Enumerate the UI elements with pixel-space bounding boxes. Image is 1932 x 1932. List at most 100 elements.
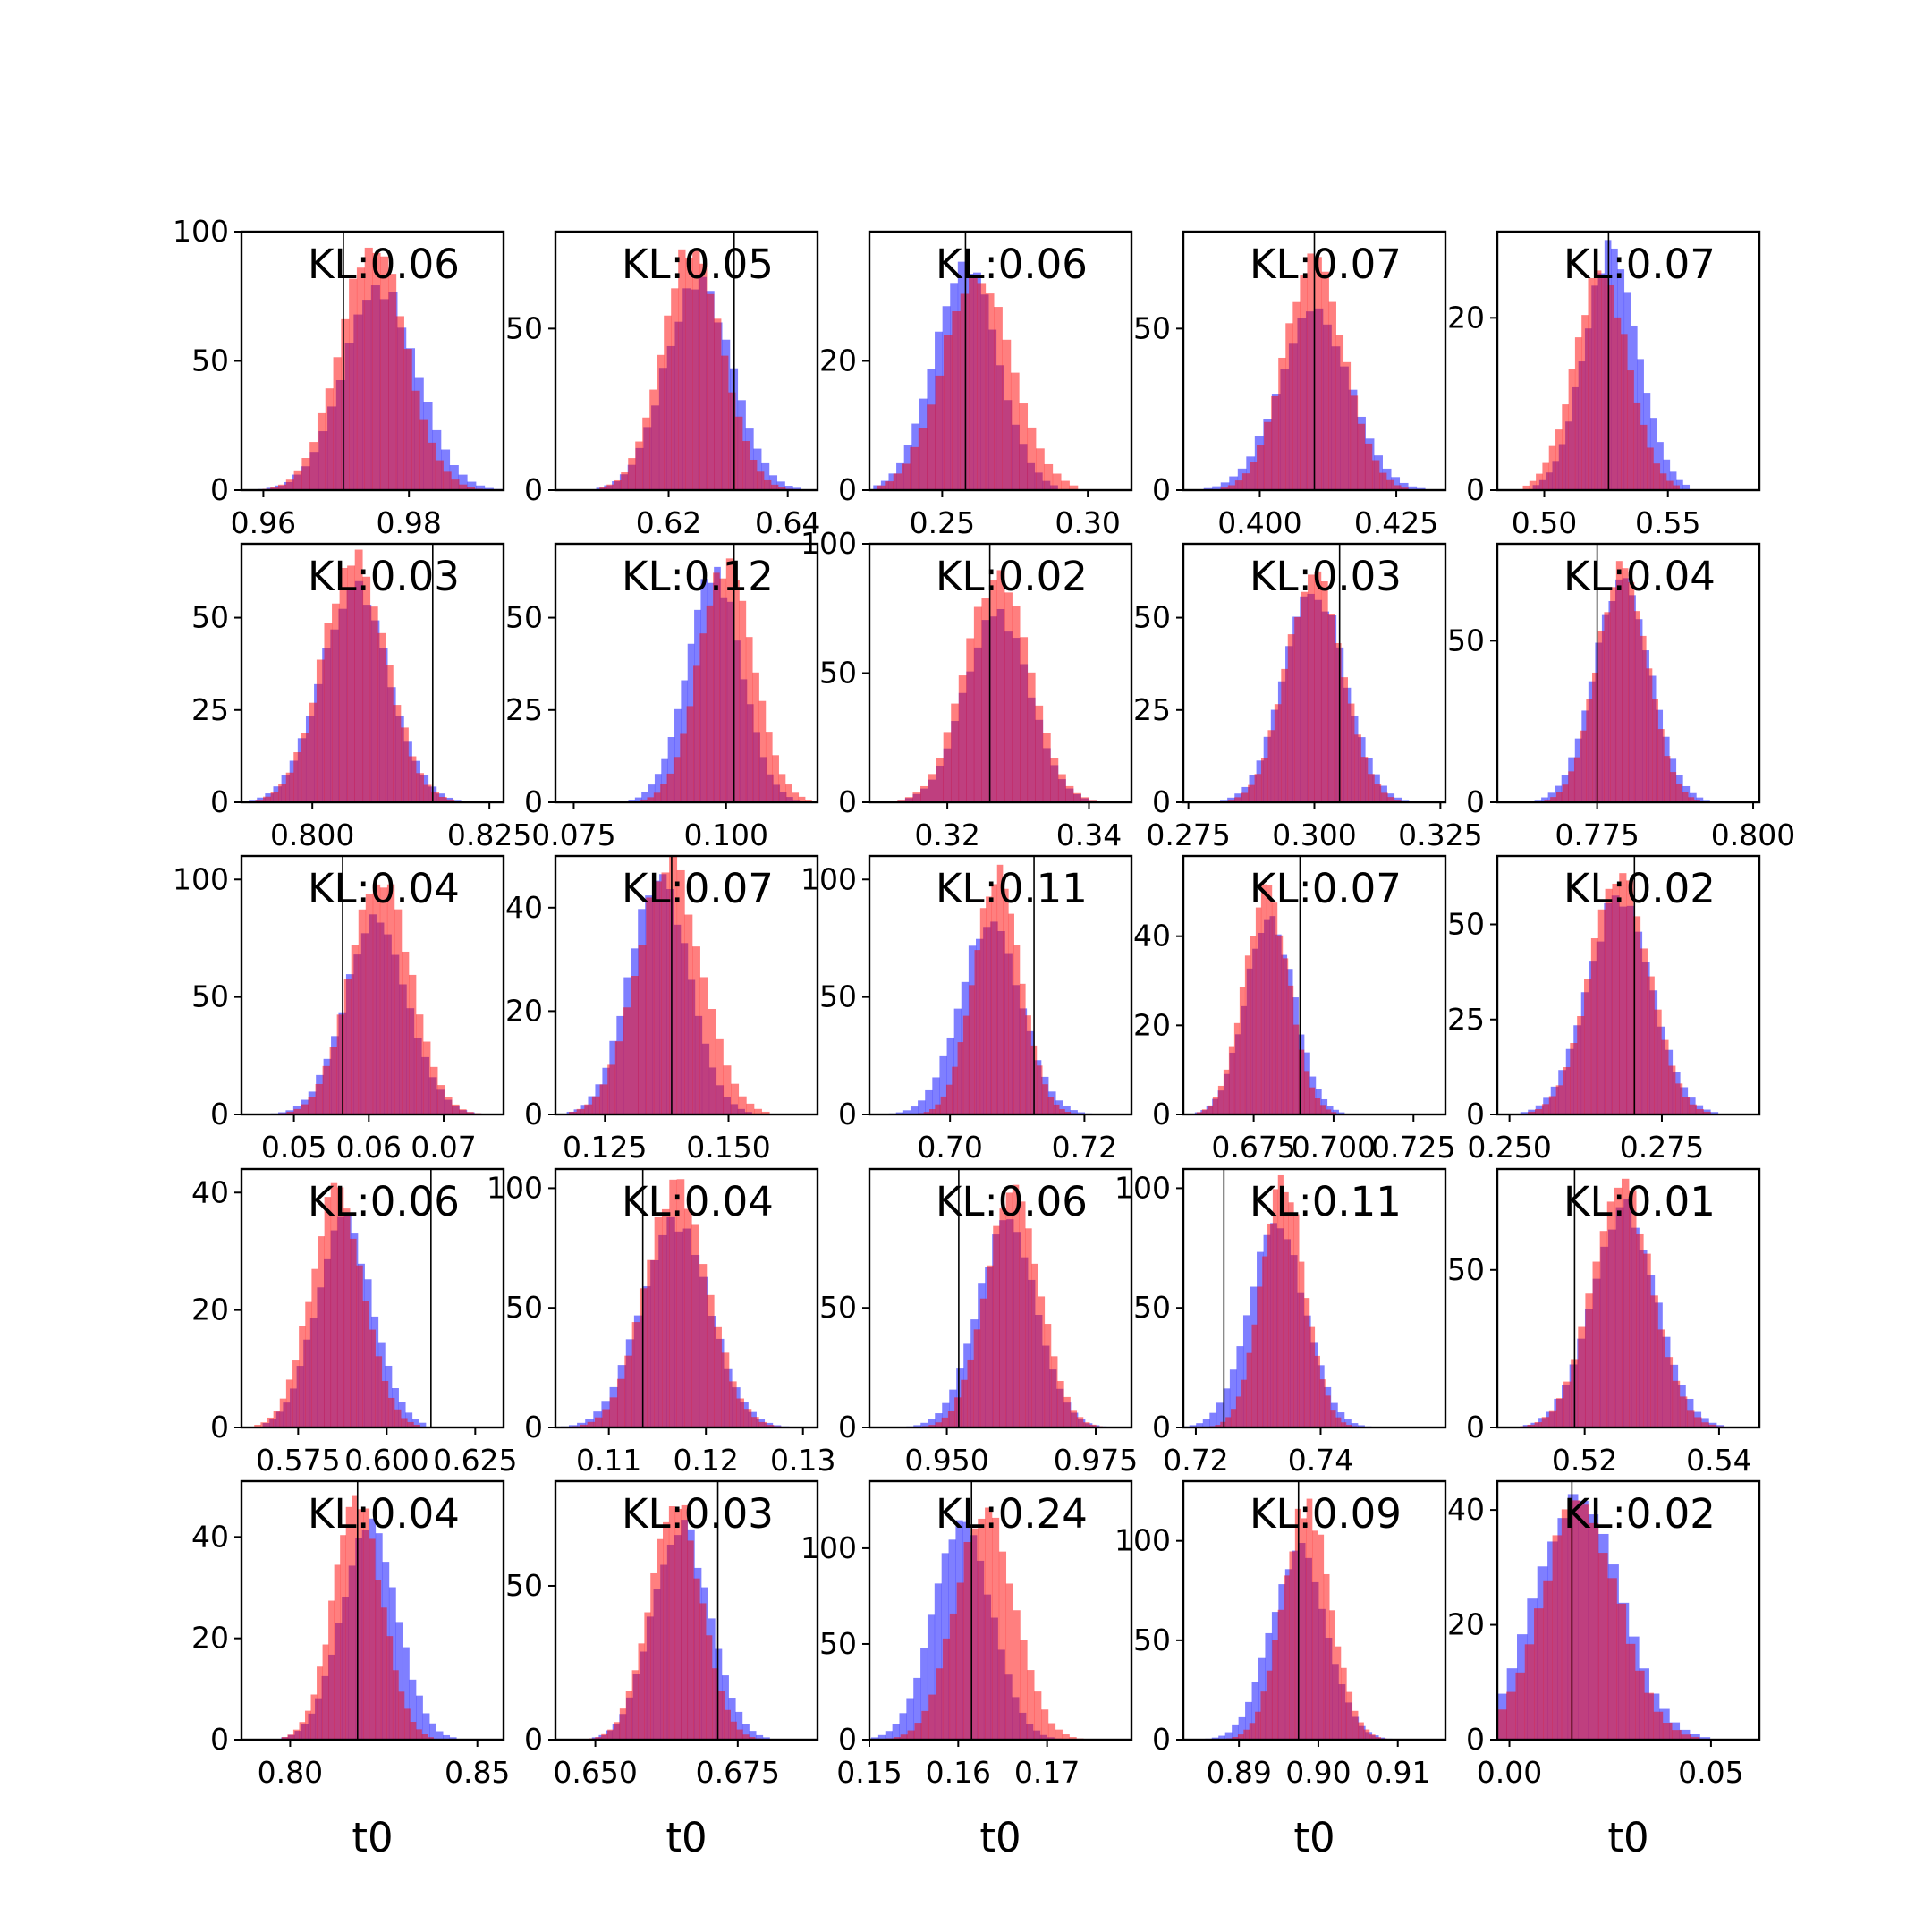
histogram-bar (1351, 1423, 1359, 1428)
histogram-bar (1284, 1575, 1290, 1740)
histogram-bar (301, 458, 310, 490)
histogram-bar (1314, 1098, 1321, 1114)
histogram-bar (1668, 1065, 1676, 1114)
histogram-bar (1287, 985, 1294, 1114)
histogram-bar (1550, 797, 1557, 802)
histogram-bar (893, 473, 902, 490)
histogram-bar (1528, 1111, 1536, 1114)
subplot-r1-c0: 0 25 50 0.800 0.825 KL:0.03 (191, 542, 531, 852)
histogram-bar (625, 1690, 632, 1740)
histogram-bar (730, 1721, 737, 1740)
histogram-bar (1227, 485, 1236, 490)
xtick-label: 0.13 (770, 1443, 835, 1478)
histogram-bar (721, 1352, 730, 1428)
histogram-bar (356, 1265, 363, 1428)
histogram-bar (1340, 1667, 1347, 1740)
histogram-bar (1070, 1110, 1078, 1114)
histogram-bar (339, 567, 348, 802)
histogram-bar (304, 1710, 311, 1740)
histogram-bar (310, 1694, 318, 1740)
histogram-bar (1262, 1256, 1268, 1428)
histogram-bar (1647, 447, 1654, 490)
histogram-bar (1050, 1356, 1058, 1428)
ytick-label: 0 (838, 472, 857, 507)
histogram-bar (437, 1085, 445, 1114)
ytick-label: 25 (191, 692, 229, 727)
histogram-bar (877, 1734, 886, 1740)
histogram-bar (1271, 902, 1278, 1114)
histogram-bar (1527, 1424, 1535, 1428)
histogram-bar (985, 1507, 993, 1740)
histogram-bar (293, 752, 302, 802)
kl-label: KL:0.07 (1563, 241, 1716, 288)
histogram-bar (692, 946, 700, 1114)
histogram-bar (993, 1225, 1000, 1428)
histogram-bar (925, 1089, 933, 1114)
histogram-bar (1236, 1346, 1244, 1428)
histogram-bar (1038, 1296, 1046, 1428)
ytick-label: 0 (524, 1097, 543, 1131)
xtick-label: 0.675 (696, 1755, 780, 1790)
histogram-bar (1025, 1228, 1032, 1428)
xtick-label: 0.100 (684, 818, 768, 852)
histogram-bar (1044, 1324, 1052, 1428)
histogram-bar (664, 315, 672, 490)
histogram-bar (666, 773, 674, 802)
histogram-bar (946, 1037, 954, 1114)
xtick-label: 0.950 (904, 1443, 988, 1478)
histogram-bar (1534, 1422, 1543, 1428)
histogram-bar (1694, 1417, 1702, 1428)
histogram-bar (1555, 792, 1563, 802)
histogram-bar (1386, 479, 1394, 490)
histogram-bar (736, 1398, 744, 1428)
ytick-label: 100 (801, 861, 857, 896)
ytick-label: 50 (505, 1290, 543, 1325)
series-red (889, 570, 1105, 802)
histogram-bar (1301, 591, 1309, 802)
histogram-bar (957, 1042, 964, 1114)
axes-frame (240, 1167, 505, 1429)
ytick-label: 100 (801, 526, 857, 561)
histogram-bar (1220, 482, 1230, 490)
histogram-bar (1250, 936, 1257, 1114)
histogram-bar (996, 864, 1004, 1114)
histogram-bar (584, 1104, 593, 1114)
ytick-label: 100 (487, 1170, 543, 1205)
histogram-bar (1610, 587, 1617, 802)
subplot-r2-c4: 0 25 50 0.250 0.275 KL:0.02 (1447, 854, 1761, 1165)
histogram-bar (1632, 916, 1641, 1114)
histogram-bar (681, 1504, 688, 1740)
histogram-bar (453, 800, 462, 802)
histogram-bar (1321, 271, 1329, 490)
histogram-bar (1027, 427, 1037, 490)
histogram-bar (1307, 253, 1315, 490)
xtick-label: 0.30 (1055, 505, 1120, 540)
histogram-bar (1541, 1417, 1550, 1428)
ytick-label: 40 (191, 1519, 229, 1554)
histogram-bar (900, 1734, 908, 1740)
histogram-bar (1374, 784, 1382, 802)
series-red (1528, 873, 1711, 1114)
histogram-bar (1227, 800, 1235, 802)
series-red (279, 884, 481, 1114)
histogram-bar (920, 1422, 928, 1428)
histogram-bar (674, 1508, 682, 1740)
histogram-bar (1314, 257, 1322, 490)
histogram-bar (935, 1104, 941, 1114)
histogram-bar (1690, 1736, 1700, 1740)
histogram-bar (599, 487, 607, 490)
ytick-label: 50 (1133, 310, 1171, 345)
histogram-bar (322, 1644, 329, 1740)
histogram-bar (398, 1402, 406, 1428)
subplot-r4-c0: 0 20 40 0.80 0.85 KL:0.04 t0 (191, 1479, 510, 1861)
histogram-bar (1544, 800, 1551, 802)
histogram-bar (956, 1582, 964, 1740)
histogram-bar (962, 1015, 970, 1114)
histogram-bar (1665, 1357, 1674, 1428)
histogram-bar (1555, 429, 1563, 490)
histogram-bar (1277, 1174, 1284, 1428)
histogram-bar (876, 485, 886, 490)
histogram-bar (1614, 1187, 1623, 1428)
kl-label: KL:0.06 (308, 1178, 460, 1225)
histogram-bar (364, 247, 373, 490)
